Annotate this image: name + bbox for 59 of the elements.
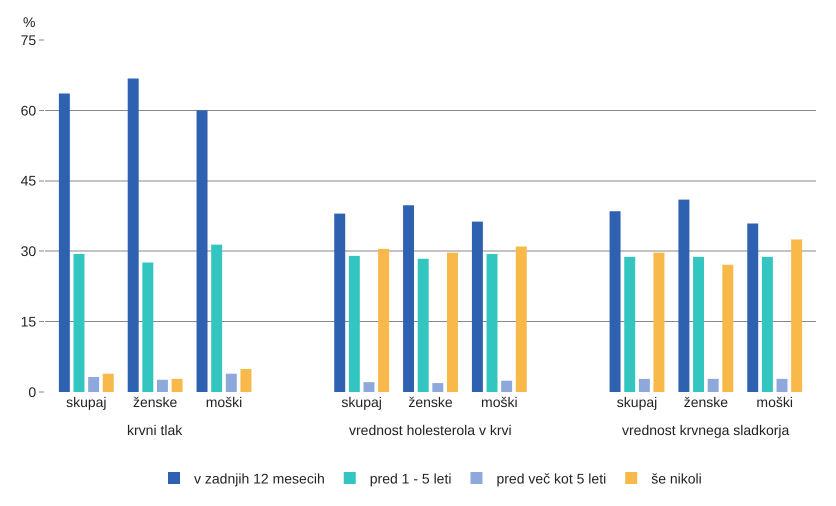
legend-label: v zadnjih 12 mesecih (194, 470, 325, 486)
y-axis-title: % (23, 14, 36, 30)
bar (74, 254, 84, 392)
bar (58, 94, 70, 392)
bar (516, 246, 527, 392)
bar (791, 239, 802, 392)
bar (762, 256, 773, 392)
text: vrednost krvnega sladkorja (622, 422, 790, 438)
bar (156, 380, 168, 392)
y-tick-label: 0 (28, 384, 36, 400)
bar (486, 254, 498, 392)
y-tick-label: 45 (20, 172, 36, 189)
bar (240, 369, 252, 392)
bar (708, 378, 719, 392)
bar (747, 224, 758, 392)
x-tick-label: ženske (408, 394, 453, 410)
bar (348, 256, 360, 392)
x-tick-label: ženske (132, 394, 178, 410)
bar (334, 214, 346, 392)
bar (693, 256, 704, 392)
bar (722, 264, 734, 392)
bar (363, 382, 374, 392)
bar (501, 380, 512, 392)
bar (418, 258, 429, 392)
bar (776, 378, 788, 392)
text: vrednost holesterola v krvi (349, 422, 512, 438)
bar (142, 262, 154, 392)
x-tick-label: skupaj (66, 394, 107, 410)
bar (378, 248, 390, 392)
bar (196, 110, 208, 392)
x-tick-label: skupaj (616, 394, 658, 410)
bar (172, 378, 183, 392)
bar (446, 252, 458, 392)
x-tick-label: moški (481, 394, 518, 410)
bar (472, 222, 483, 392)
bar (610, 211, 621, 392)
y-tick-label: 60 (20, 102, 36, 118)
bar (102, 374, 114, 392)
y-tick-label: 15 (20, 314, 36, 330)
legend-label: pred 1 - 5 leti (370, 470, 452, 486)
bar (653, 252, 664, 392)
bar (432, 383, 444, 392)
bar (128, 78, 139, 392)
x-tick-label: moški (756, 394, 793, 410)
bar (678, 200, 690, 392)
x-tick-label: moški (206, 394, 242, 410)
text: krvni tlak (127, 422, 184, 438)
bar (624, 256, 636, 392)
x-tick-label: ženske (684, 394, 728, 410)
legend-label: še nikoli (651, 470, 702, 486)
y-tick-label: 30 (20, 243, 36, 260)
y-tick-label: 75 (20, 32, 36, 48)
bar (88, 376, 100, 392)
legend-label: pred več kot 5 leti (496, 470, 606, 486)
bar (403, 205, 414, 392)
bar (211, 244, 222, 392)
bar (226, 374, 237, 392)
bar (638, 378, 650, 392)
x-tick-label: skupaj (341, 394, 382, 410)
